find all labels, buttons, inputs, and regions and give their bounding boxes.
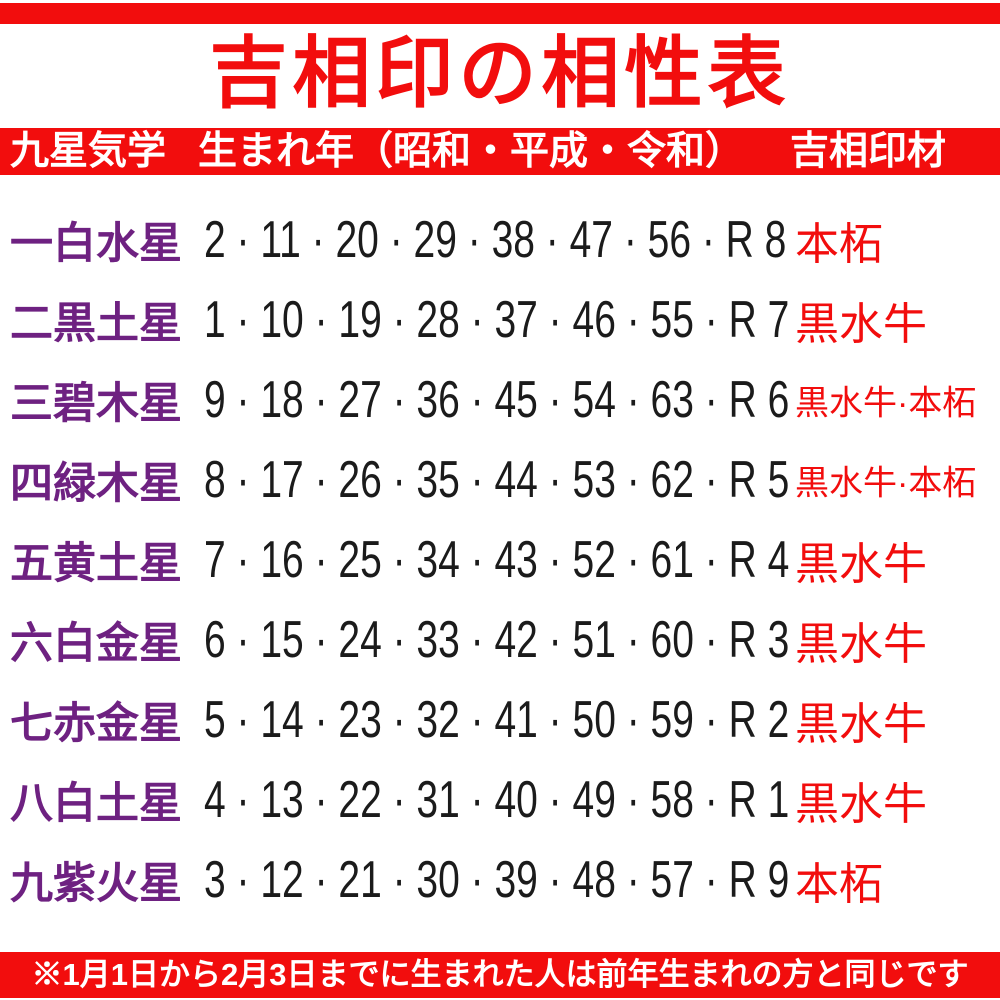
birth-years: 5 · 14 · 23 · 32 · 41 · 50 · 59 · R 2 <box>204 691 790 749</box>
star-name: 五黄土星 <box>10 540 182 588</box>
footnote-band: ※1月1日から2月3日までに生まれた人は前年生まれの方と同じです <box>0 952 1000 998</box>
table-row: 一白水星 2 · 11 · 20 · 29 · 38 · 47 · 56 · R… <box>0 200 1000 280</box>
seal-material: 本柘 <box>795 860 883 909</box>
birth-years: 8 · 17 · 26 · 35 · 44 · 53 · 62 · R 5 <box>204 451 790 509</box>
seal-material: 黒水牛 <box>795 620 927 669</box>
header-col-birth-year: 生まれ年（昭和・平成・令和） <box>198 130 745 173</box>
table-row: 八白土星 4 · 13 · 22 · 31 · 40 · 49 · 58 · R… <box>0 760 1000 840</box>
star-name: 七赤金星 <box>10 700 182 748</box>
table-body: 一白水星 2 · 11 · 20 · 29 · 38 · 47 · 56 · R… <box>0 200 1000 920</box>
birth-years: 2 · 11 · 20 · 29 · 38 · 47 · 56 · R 8 <box>204 211 787 269</box>
star-name: 四緑木星 <box>10 460 182 508</box>
birth-years: 4 · 13 · 22 · 31 · 40 · 49 · 58 · R 1 <box>204 771 790 829</box>
star-name: 八白土星 <box>10 780 182 828</box>
star-name: 一白水星 <box>10 220 182 268</box>
birth-years: 6 · 15 · 24 · 33 · 42 · 51 · 60 · R 3 <box>204 611 790 669</box>
seal-material: 黒水牛·本柘 <box>795 464 977 503</box>
table-row: 三碧木星 9 · 18 · 27 · 36 · 45 · 54 · 63 · R… <box>0 360 1000 440</box>
seal-material: 黒水牛 <box>795 300 927 349</box>
table-row: 四緑木星 8 · 17 · 26 · 35 · 44 · 53 · 62 · R… <box>0 440 1000 520</box>
table-row: 二黒土星 1 · 10 · 19 · 28 · 37 · 46 · 55 · R… <box>0 280 1000 360</box>
birth-years: 9 · 18 · 27 · 36 · 45 · 54 · 63 · R 6 <box>204 371 790 429</box>
birth-years: 3 · 12 · 21 · 30 · 39 · 48 · 57 · R 9 <box>204 851 790 909</box>
seal-material: 本柘 <box>795 220 883 269</box>
top-accent-bar <box>0 3 1000 24</box>
header-col-material: 吉相印材 <box>790 130 947 173</box>
table-row: 九紫火星 3 · 12 · 21 · 30 · 39 · 48 · 57 · R… <box>0 840 1000 920</box>
header-col-star: 九星気学 <box>10 130 167 173</box>
star-name: 三碧木星 <box>10 380 182 428</box>
star-name: 六白金星 <box>10 620 182 668</box>
star-name: 二黒土星 <box>10 300 182 348</box>
birth-years: 1 · 10 · 19 · 28 · 37 · 46 · 55 · R 7 <box>204 291 790 349</box>
seal-material: 黒水牛 <box>795 780 927 829</box>
seal-material: 黒水牛 <box>795 540 927 589</box>
table-row: 五黄土星 7 · 16 · 25 · 34 · 43 · 52 · 61 · R… <box>0 520 1000 600</box>
birth-years: 7 · 16 · 25 · 34 · 43 · 52 · 61 · R 4 <box>204 531 790 589</box>
star-name: 九紫火星 <box>10 860 182 908</box>
table-row: 六白金星 6 · 15 · 24 · 33 · 42 · 51 · 60 · R… <box>0 600 1000 680</box>
table-header: 九星気学 生まれ年（昭和・平成・令和） 吉相印材 <box>0 128 1000 175</box>
table-row: 七赤金星 5 · 14 · 23 · 32 · 41 · 50 · 59 · R… <box>0 680 1000 760</box>
page-title: 吉相印の相性表 <box>209 29 791 117</box>
seal-material: 黒水牛 <box>795 700 927 749</box>
seal-material: 黒水牛·本柘 <box>795 384 977 423</box>
footnote-text: ※1月1日から2月3日までに生まれた人は前年生まれの方と同じです <box>31 957 969 992</box>
